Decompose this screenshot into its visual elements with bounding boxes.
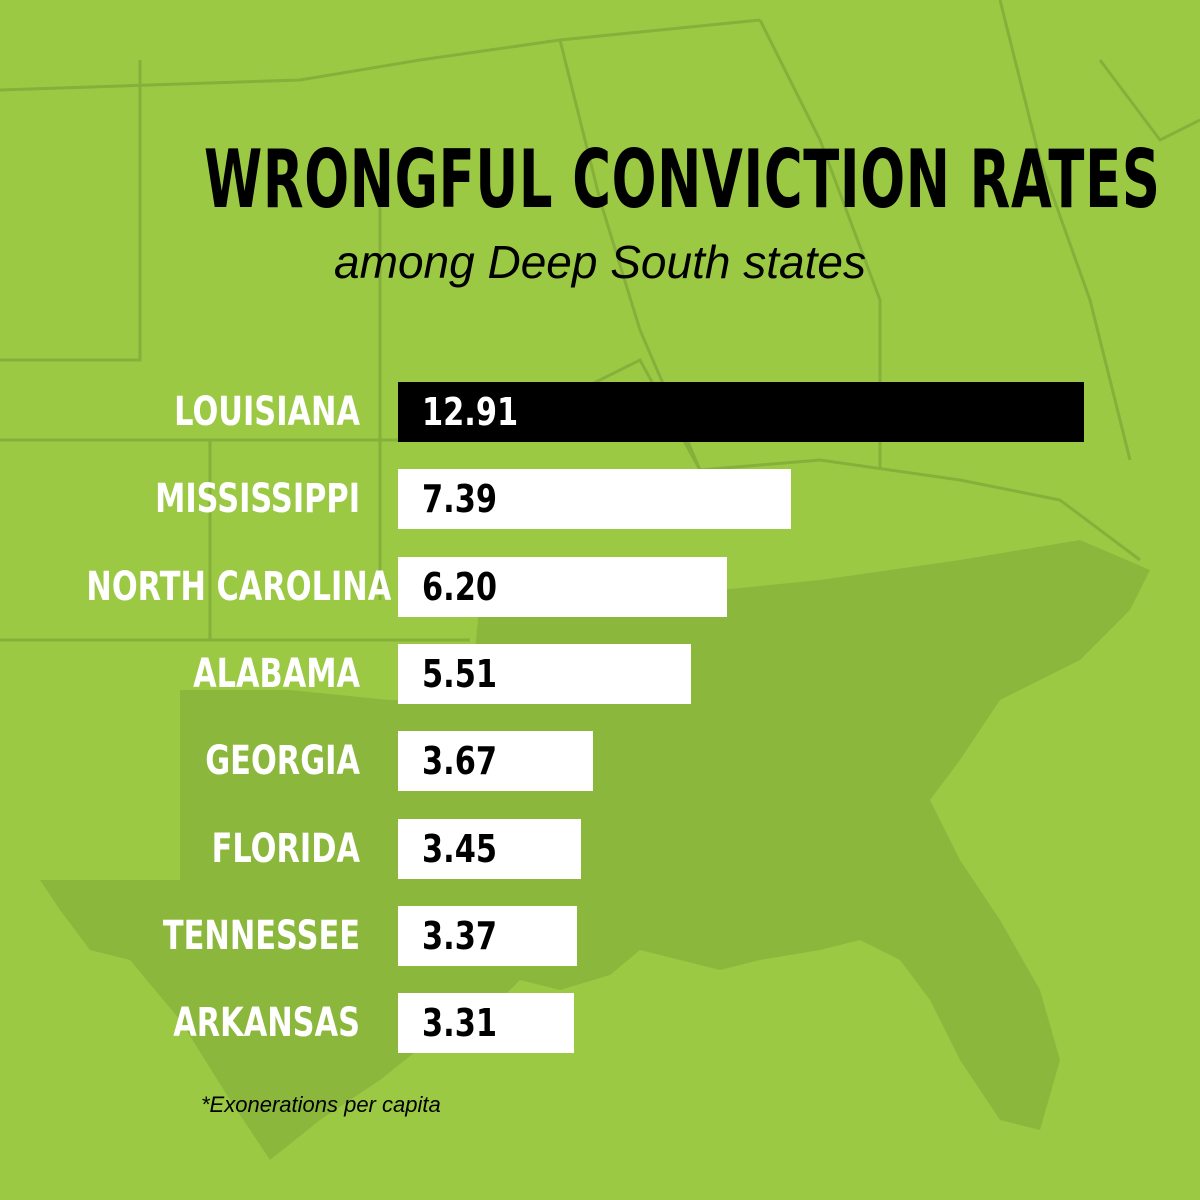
bar bbox=[398, 469, 791, 529]
bar-category-label: ARKANSAS bbox=[173, 1000, 360, 1046]
bar-category-label: ALABAMA bbox=[193, 651, 360, 697]
footnote: *Exonerations per capita bbox=[201, 1092, 441, 1117]
bar-category-label: FLORIDA bbox=[211, 826, 360, 872]
bar-category-label: GEORGIA bbox=[205, 738, 360, 784]
bar-value-label: 3.45 bbox=[422, 827, 498, 871]
bar bbox=[398, 906, 577, 966]
bar bbox=[398, 993, 574, 1053]
bar-value-label: 6.20 bbox=[422, 565, 498, 609]
bar-value-label: 3.31 bbox=[422, 1001, 498, 1045]
map-state-border bbox=[0, 60, 142, 362]
bar-category-label: MISSISSIPPI bbox=[155, 476, 360, 522]
map-state-border bbox=[998, 0, 1132, 461]
chart-subtitle: among Deep South states bbox=[334, 236, 866, 288]
bar-value-label: 3.37 bbox=[422, 914, 498, 958]
bar bbox=[398, 644, 691, 704]
bar-category-label: LOUISIANA bbox=[174, 389, 360, 435]
map-deep-south-shape bbox=[40, 540, 1150, 1160]
map-state-border bbox=[0, 18, 761, 92]
map-state-border bbox=[1098, 59, 1200, 142]
map-state-border bbox=[699, 458, 1141, 562]
bar bbox=[398, 731, 593, 791]
bar-value-label: 7.39 bbox=[422, 477, 498, 521]
bar-value-label: 3.67 bbox=[422, 739, 498, 783]
chart-title: WRONGFUL CONVICTION RATES bbox=[203, 133, 1161, 226]
bar bbox=[398, 557, 727, 617]
bar-value-label: 12.91 bbox=[422, 390, 519, 434]
bar bbox=[398, 382, 1084, 442]
bar-category-label: NORTH CAROLINA bbox=[86, 564, 392, 610]
bar bbox=[398, 819, 581, 879]
bar-category-label: TENNESSEE bbox=[162, 913, 360, 959]
bar-value-label: 5.51 bbox=[422, 652, 498, 696]
